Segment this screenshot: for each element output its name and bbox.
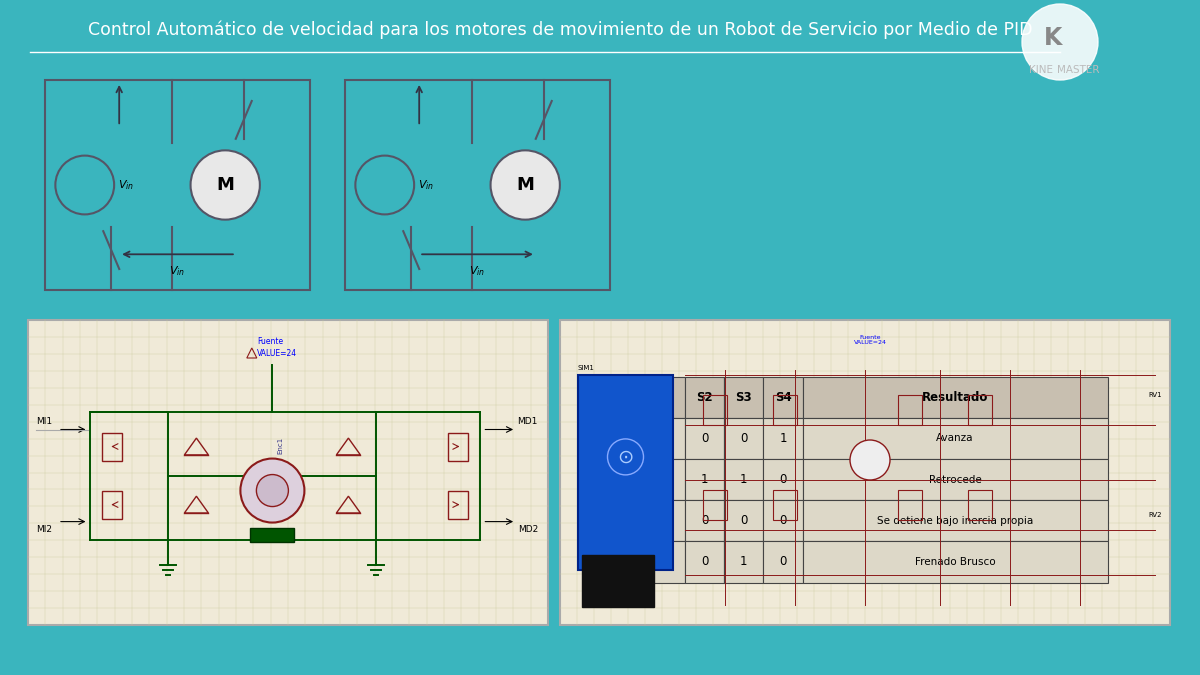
Text: Retrocede: Retrocede xyxy=(929,475,982,485)
Bar xyxy=(898,395,922,425)
Text: $V_{in}$: $V_{in}$ xyxy=(418,178,434,192)
Bar xyxy=(685,541,724,583)
Text: SIM1: SIM1 xyxy=(578,365,595,371)
Text: K: K xyxy=(1044,26,1062,50)
Bar xyxy=(773,395,797,425)
Text: VALUE=24: VALUE=24 xyxy=(257,350,296,358)
Bar xyxy=(803,541,1108,583)
Bar xyxy=(251,528,294,541)
Text: 1: 1 xyxy=(779,432,787,445)
Bar xyxy=(968,395,992,425)
Circle shape xyxy=(240,458,305,522)
Bar xyxy=(646,541,685,583)
Text: M: M xyxy=(216,176,234,194)
Text: M: M xyxy=(516,176,534,194)
Text: 0: 0 xyxy=(701,556,708,568)
Text: S3: S3 xyxy=(736,391,752,404)
Bar xyxy=(646,459,685,500)
Bar xyxy=(685,377,724,418)
Bar xyxy=(685,500,724,541)
Text: Fuente: Fuente xyxy=(257,338,283,346)
Text: 1: 1 xyxy=(740,473,748,486)
Bar xyxy=(803,418,1108,459)
Bar xyxy=(803,459,1108,500)
Bar xyxy=(685,459,724,500)
Text: Control Automático de velocidad para los motores de movimiento de un Robot de Se: Control Automático de velocidad para los… xyxy=(88,21,1032,39)
Bar xyxy=(803,377,1108,418)
Circle shape xyxy=(191,151,260,219)
Bar xyxy=(763,500,803,541)
Text: 0: 0 xyxy=(779,473,787,486)
Bar xyxy=(724,377,763,418)
Text: RV2: RV2 xyxy=(1148,512,1162,518)
Text: Enc1: Enc1 xyxy=(277,437,283,454)
Text: Se detiene bajo inercia propia: Se detiene bajo inercia propia xyxy=(877,516,1033,526)
Bar xyxy=(646,418,685,459)
Text: 0: 0 xyxy=(779,556,787,568)
Bar xyxy=(102,491,122,518)
Bar xyxy=(803,500,1108,541)
Text: $V_{in}$: $V_{in}$ xyxy=(169,265,186,278)
Text: 0: 0 xyxy=(701,514,708,527)
Bar xyxy=(449,491,468,518)
Text: MI2: MI2 xyxy=(36,525,52,534)
Text: $V_{in}$: $V_{in}$ xyxy=(469,265,486,278)
Circle shape xyxy=(491,151,560,219)
Bar xyxy=(763,377,803,418)
Bar xyxy=(724,541,763,583)
Text: Resultado: Resultado xyxy=(922,391,989,404)
Text: 0: 0 xyxy=(740,432,748,445)
Bar xyxy=(763,541,803,583)
Bar xyxy=(578,375,673,570)
Circle shape xyxy=(1022,4,1098,80)
Text: RV1: RV1 xyxy=(1148,392,1162,398)
Bar xyxy=(763,459,803,500)
Bar xyxy=(646,500,685,541)
Bar xyxy=(898,490,922,520)
Text: $V_{in}$: $V_{in}$ xyxy=(118,178,134,192)
Text: 0: 0 xyxy=(740,514,748,527)
Bar xyxy=(703,395,727,425)
Text: 1: 1 xyxy=(661,432,668,445)
Text: MD2: MD2 xyxy=(517,525,538,534)
Text: 0: 0 xyxy=(779,514,787,527)
Bar xyxy=(28,320,548,625)
Bar xyxy=(773,490,797,520)
Bar xyxy=(724,459,763,500)
Bar xyxy=(763,418,803,459)
Bar xyxy=(724,500,763,541)
Text: MD1: MD1 xyxy=(517,417,538,426)
Bar xyxy=(449,433,468,460)
Text: 1: 1 xyxy=(701,473,708,486)
Bar xyxy=(968,490,992,520)
Bar xyxy=(724,418,763,459)
Text: S2: S2 xyxy=(696,391,713,404)
Text: MASTER: MASTER xyxy=(1057,65,1099,75)
Bar xyxy=(46,80,310,290)
Text: S1: S1 xyxy=(656,391,673,404)
Text: 0: 0 xyxy=(701,432,708,445)
Text: Frenado Brusco: Frenado Brusco xyxy=(914,557,996,567)
Text: 1: 1 xyxy=(661,556,668,568)
Text: 0: 0 xyxy=(661,473,668,486)
Text: Fuente
VALUE=24: Fuente VALUE=24 xyxy=(853,335,887,346)
Circle shape xyxy=(257,475,288,506)
Bar xyxy=(646,377,685,418)
Bar xyxy=(560,320,1170,625)
Circle shape xyxy=(607,439,643,475)
Bar xyxy=(685,418,724,459)
Text: ⊙: ⊙ xyxy=(617,448,634,466)
Circle shape xyxy=(850,440,890,480)
Text: 1: 1 xyxy=(740,556,748,568)
Bar xyxy=(346,80,610,290)
Text: MI1: MI1 xyxy=(36,417,52,426)
Text: S4: S4 xyxy=(775,391,792,404)
Text: Avanza: Avanza xyxy=(936,433,974,443)
Text: KINE: KINE xyxy=(1030,65,1054,75)
Bar xyxy=(582,555,654,607)
Bar xyxy=(102,433,122,460)
Bar xyxy=(703,490,727,520)
Text: 0: 0 xyxy=(661,514,668,527)
